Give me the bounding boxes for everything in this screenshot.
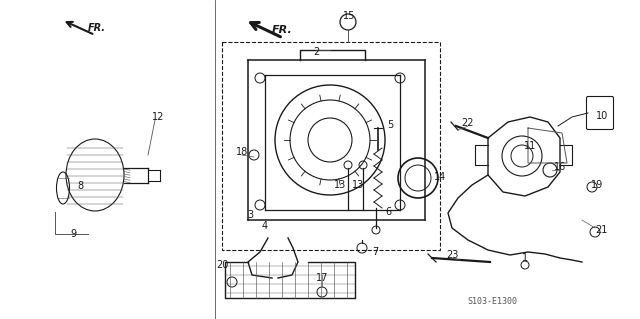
Text: 23: 23 <box>446 250 458 260</box>
Text: 13: 13 <box>352 180 364 190</box>
Text: 17: 17 <box>316 273 328 283</box>
Text: FR.: FR. <box>272 25 292 35</box>
Text: 18: 18 <box>236 147 248 157</box>
Text: 19: 19 <box>591 180 603 190</box>
Text: 4: 4 <box>262 221 268 231</box>
Text: 2: 2 <box>313 47 319 57</box>
Text: 22: 22 <box>461 118 474 128</box>
Text: 5: 5 <box>387 120 393 130</box>
Text: 10: 10 <box>596 111 608 121</box>
Text: FR.: FR. <box>88 23 106 33</box>
Text: 12: 12 <box>152 112 164 122</box>
Text: S103-E1300: S103-E1300 <box>467 298 517 307</box>
Text: 3: 3 <box>247 210 253 220</box>
Text: 6: 6 <box>385 207 391 217</box>
Bar <box>222 42 440 250</box>
Text: 21: 21 <box>595 225 607 235</box>
Text: 15: 15 <box>343 11 355 21</box>
Text: 14: 14 <box>434 172 446 182</box>
Text: 9: 9 <box>70 229 76 239</box>
Text: 16: 16 <box>554 162 566 172</box>
Text: 8: 8 <box>77 181 83 191</box>
Text: 11: 11 <box>524 141 536 151</box>
Text: 7: 7 <box>372 247 378 257</box>
Text: 20: 20 <box>216 260 228 270</box>
Text: 13: 13 <box>334 180 346 190</box>
Text: 1: 1 <box>522 253 528 263</box>
